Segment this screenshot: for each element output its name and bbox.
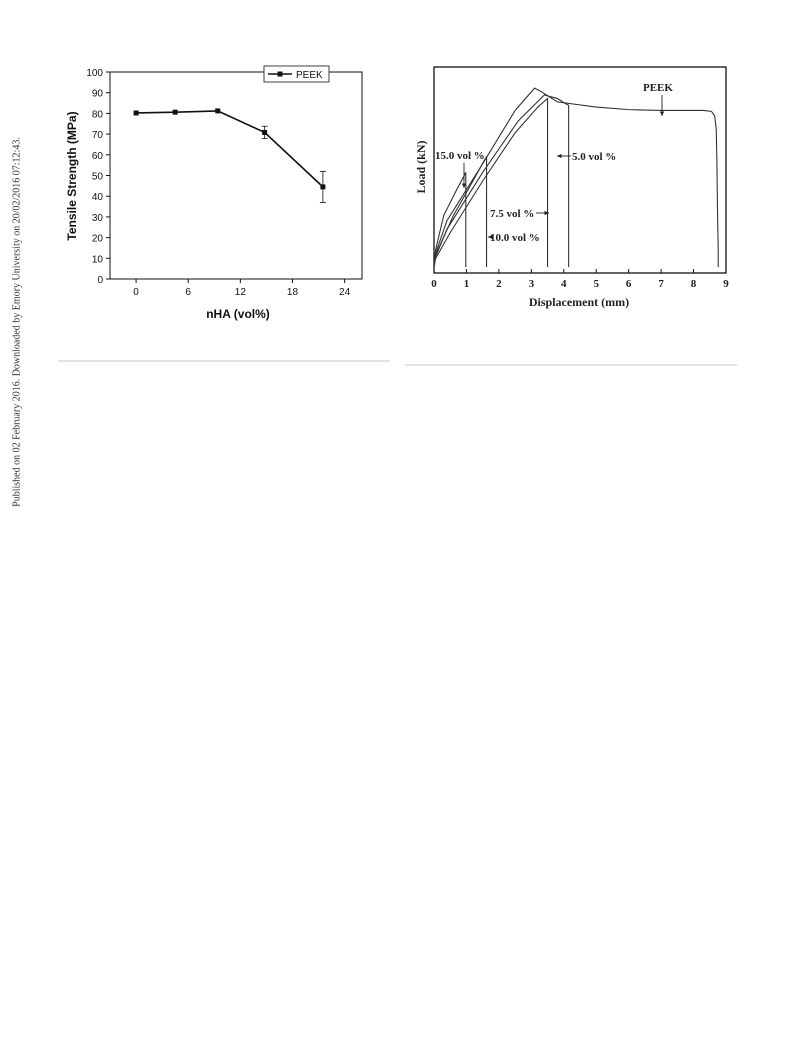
chart2-x-tick-label: 8 [691,278,697,290]
chart1-x-tick-label: 18 [287,287,299,298]
chart1-plot-frame [109,71,363,280]
chart1-data-point [133,110,139,116]
chart1-y-tick-label: 80 [92,109,104,120]
chart2-annotation-label: 10.0 vol % [490,232,540,244]
chart1-y-tick-label: 100 [86,68,103,79]
chart2-x-tick-label: 6 [626,278,632,290]
chart1-data-point [172,109,178,115]
chart1-x-axis-label: nHA (vol%) [206,307,270,321]
chart2-annotation-arrowhead [488,234,493,240]
chart2-annotation-arrowhead [544,210,549,216]
chart2-annotation-arrowhead [659,111,665,116]
chart1-y-tick-label: 0 [97,275,103,286]
chart2-x-tick-label: 3 [529,278,535,290]
chart2-x-tick-label: 1 [464,278,470,290]
chart2-curve [433,97,549,268]
chart2-annotation-label: 15.0 vol % [435,150,485,162]
chart1-x-tick-label: 0 [133,287,139,298]
chart1-y-axis-label: Tensile Strength (MPa) [65,111,79,240]
chart2-x-axis-label: Displacement (mm) [529,295,629,309]
chart1-y-tick-label: 90 [92,89,104,100]
chart2-x-tick-label: 2 [496,278,502,290]
chart2-x-tick-label: 5 [593,278,599,290]
chart1-data-point [320,184,326,190]
chart2-x-tick-label: 0 [431,278,437,290]
chart2-annotation-label: 5.0 vol % [572,151,616,163]
chart2-curve [433,87,719,268]
chart1-y-tick-label: 60 [92,151,104,162]
chart1-data-point [215,108,221,114]
chart1-y-tick-label: 10 [92,254,104,265]
chart1-legend: PEEK [263,65,330,83]
chart1-data-point [262,129,268,135]
side-note: Published on 02 February 2016. Downloade… [11,137,23,507]
chart2-x-tick-label: 7 [658,278,664,290]
left-divider [58,360,390,362]
chart2-curve [433,155,488,268]
chart2-plot-frame [433,66,727,274]
chart1-legend-marker [277,71,283,77]
chart1-y-tick-label: 30 [92,213,104,224]
chart2-curve [433,172,467,268]
chart1-series [133,108,326,203]
chart1-legend-box [263,65,330,83]
chart2-y-axis-label: Load (kN) [414,140,428,193]
tensile-strength-chart: 0 10 20 30 40 50 60 70 80 90 100 0 6 12 18 24 PEEK nHA … [65,65,363,321]
chart2-axes: 0 1 2 3 4 5 6 7 8 9 [431,66,729,290]
chart1-y-tick-label: 20 [92,234,104,245]
chart1-y-tick-label: 40 [92,192,104,203]
chart2-annotation-label: PEEK [643,82,673,94]
chart2-annotation-arrowhead [557,153,562,159]
chart1-x-tick-label: 12 [235,287,247,298]
chart1-x-tick-label: 6 [185,287,191,298]
right-divider [405,364,737,366]
chart2-series [433,87,719,268]
chart2-annotation-arrowhead [461,183,467,188]
chart1-y-tick-label: 70 [92,130,104,141]
chart2-annotation-label: 7.5 vol % [490,208,534,220]
chart1-axes: 0 10 20 30 40 50 60 70 80 90 100 0 6 12 18 24 [86,68,363,298]
chart1-x-tick-label: 24 [339,287,351,298]
chart1-y-tick-label: 50 [92,172,104,183]
chart2-x-tick-label: 9 [723,278,729,290]
chart1-series-line [136,110,324,188]
load-displacement-chart: 0 1 2 3 4 5 6 7 8 9 PEEK 15.0 vol % 5.0 vol % 7.5 vo… [414,66,729,309]
chart2-annotations: PEEK 15.0 vol % 5.0 vol % 7.5 vol % 10.0 vol… [435,82,673,244]
chart2-x-tick-label: 4 [561,278,567,290]
chart1-legend-label: PEEK [296,70,323,81]
